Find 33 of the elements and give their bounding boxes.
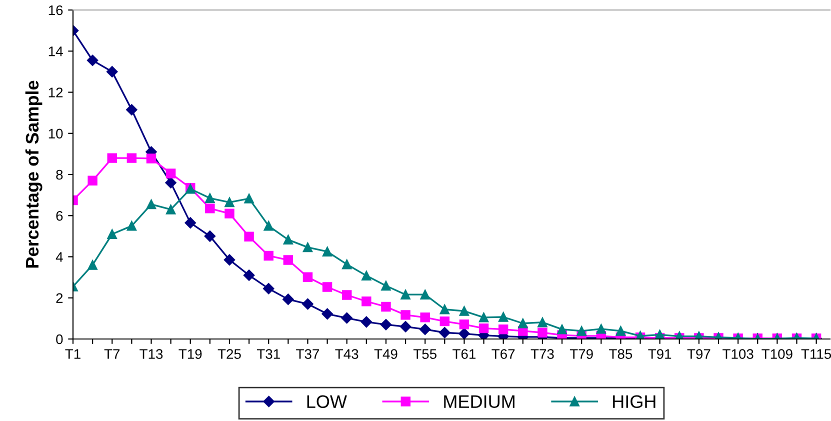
- x-tick-label: T1: [65, 349, 80, 359]
- x-tick-label: T67: [492, 349, 515, 359]
- x-tick-label: T79: [570, 349, 593, 359]
- y-tick-label: 2: [56, 293, 63, 303]
- x-tick-label: T7: [104, 349, 120, 359]
- y-axis-title: Percentage of Sample: [25, 80, 42, 268]
- x-tick-label: T109: [762, 349, 792, 359]
- legend-label: MEDIUM: [444, 395, 514, 408]
- x-tick-label: T97: [687, 349, 710, 359]
- y-tick-label: 14: [48, 46, 63, 56]
- y-tick-label: 16: [48, 5, 63, 16]
- y-tick-label: 12: [48, 88, 63, 98]
- x-tick-label: T13: [140, 349, 163, 359]
- x-tick-label: T49: [374, 349, 398, 359]
- y-tick-label: 10: [48, 128, 63, 139]
- x-tick-label: T37: [296, 349, 319, 359]
- y-tick-label: 8: [56, 170, 63, 180]
- y-tick-label: 0: [56, 334, 63, 344]
- x-tick-label: T19: [178, 349, 202, 359]
- x-tick-label: T25: [218, 349, 241, 359]
- y-tick-label: 6: [56, 210, 63, 221]
- x-tick-label: T91: [648, 349, 672, 359]
- y-tick-label: 4: [56, 252, 63, 262]
- x-tick-label: T73: [530, 349, 554, 359]
- x-tick-label: T31: [256, 349, 280, 359]
- x-tick-label: T103: [722, 349, 754, 359]
- x-tick-label: T115: [801, 349, 831, 359]
- x-tick-label: T43: [335, 349, 358, 359]
- legend-label: HIGH: [613, 395, 656, 408]
- legend-label: LOW: [307, 395, 347, 408]
- x-tick-label: T55: [413, 349, 436, 359]
- x-tick-label: T85: [609, 349, 632, 359]
- x-tick-label: T61: [452, 349, 476, 359]
